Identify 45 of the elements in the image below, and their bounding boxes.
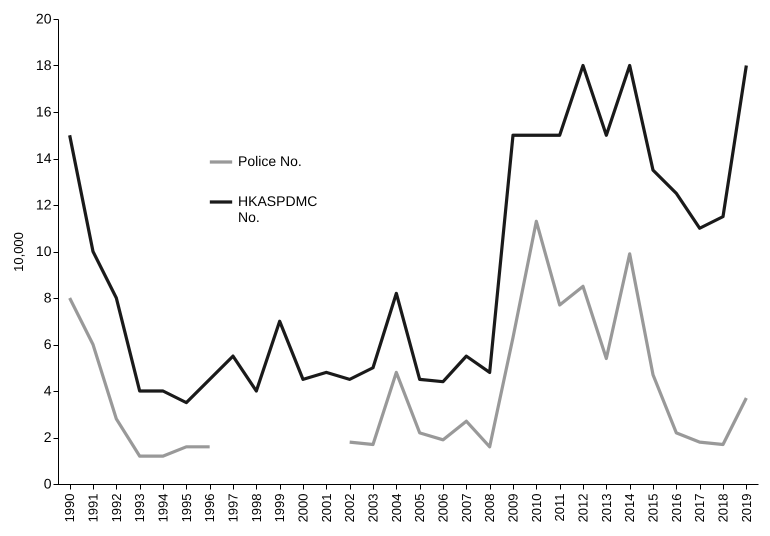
line-series <box>68 64 748 404</box>
x-tick-label: 2010 <box>528 494 544 522</box>
x-tick-label: 2012 <box>576 494 590 522</box>
legend-label: HKASPDMC No. <box>238 193 318 225</box>
y-tick-label: 8 <box>44 290 52 306</box>
x-tick-label: 1990 <box>62 494 78 522</box>
y-tick-label: 0 <box>44 476 52 492</box>
x-tick-label: 2016 <box>668 494 684 522</box>
x-tick-label: 1998 <box>248 494 264 522</box>
x-tick-label: 2013 <box>598 494 614 522</box>
x-tick-label: 2006 <box>436 494 450 522</box>
y-tick-label: 6 <box>44 336 52 352</box>
y-axis-title: 10,000 <box>10 232 26 272</box>
y-tick-label: 16 <box>36 104 52 120</box>
x-tick-label: 2011 <box>552 494 568 522</box>
y-tick-label: 18 <box>36 57 52 73</box>
x-tick-label: 1997 <box>226 494 240 522</box>
x-tick-label: 1994 <box>156 494 170 522</box>
x-tick-label: 2009 <box>506 494 520 522</box>
x-tick-label: 2002 <box>342 494 358 522</box>
x-tick-label: 2001 <box>318 494 334 522</box>
y-tick-label: 2 <box>44 429 52 445</box>
x-tick-label: 2008 <box>482 494 498 522</box>
y-tick-label: 12 <box>36 196 52 212</box>
x-tick-label: 2000 <box>296 494 310 522</box>
x-tick-label: 1992 <box>108 494 124 522</box>
legend-label: Police No. <box>238 153 302 169</box>
y-tick-label: 20 <box>36 10 52 26</box>
y-tick-label: 14 <box>36 150 52 166</box>
x-tick-label: 2019 <box>738 494 754 522</box>
x-tick-label: 1993 <box>132 494 148 522</box>
x-tick-label: 2003 <box>366 494 380 522</box>
x-tick-label: 2015 <box>646 494 660 522</box>
x-tick-label: 2007 <box>458 494 474 522</box>
x-tick-label: 2017 <box>692 494 708 522</box>
x-tick-label: 2018 <box>716 494 730 522</box>
x-tick-label: 2005 <box>412 494 428 522</box>
x-tick-label: 1999 <box>272 494 288 522</box>
y-tick-label: 10 <box>36 243 52 259</box>
x-tick-label: 1991 <box>86 494 100 522</box>
x-tick-label: 1995 <box>178 494 194 522</box>
y-tick-label: 4 <box>44 382 52 398</box>
x-tick-label: 1996 <box>202 494 218 522</box>
x-tick-label: 2004 <box>388 494 404 522</box>
x-tick-label: 2014 <box>622 494 638 522</box>
